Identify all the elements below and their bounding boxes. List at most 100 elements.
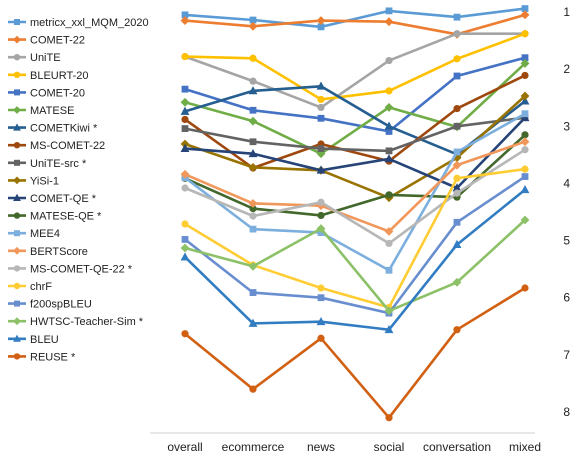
data-point-hwtsc-teacher-sim-conversation [452,277,462,287]
series-line-ms-comet-qe-22 [184,148,526,245]
y-tick-label-3: 3 [563,119,570,133]
legend-label: MEE4 [30,228,60,240]
data-point-bleurt-20-social [385,87,393,95]
data-point-reuse-social [385,414,393,422]
series-metricx-xxl-mqm-2020 [181,5,529,31]
legend-label: BLEU [30,334,59,346]
data-point-bleu-mixed [520,184,530,194]
data-point-hwtsc-teacher-sim-mixed [520,215,530,225]
legend-swatch-marker [13,193,21,201]
data-point-matese-qe-social [385,191,393,199]
legend-item-comet-20: COMET-20 [8,87,85,99]
data-point-matese-ecommerce [248,116,258,126]
series-line-ms-comet-22 [184,74,526,170]
data-point-hwtsc-teacher-sim-ecommerce [248,261,258,271]
legend-item-comet-qe: COMET-QE * [8,193,97,205]
legend-swatch-marker [13,176,21,185]
data-point-unite-src-overall [181,125,189,132]
data-point-reuse-mixed [521,284,529,292]
legend-label: metricx_xxl_MQM_2020 [30,17,149,29]
series-line-reuse [184,286,526,420]
series-bleu [180,184,530,334]
series-line-comet-20 [184,56,526,133]
data-point-bleurt-20-mixed [521,30,529,38]
series-chrf [181,165,529,312]
data-point-bleurt-20-news [317,95,325,104]
y-tick-label-7: 7 [563,348,570,362]
series-line-bertscore [184,140,526,233]
legend-label: REUSE * [30,351,76,363]
series-cometkiwi [180,81,530,158]
data-point-comet-22-ecommerce [248,21,258,31]
data-point-ms-comet-22-mixed [521,71,529,80]
data-point-bleurt-20-ecommerce [249,54,257,62]
y-tick-label-4: 4 [563,176,570,190]
data-point-cometkiwi-overall [180,106,190,115]
series-line-unite-src [184,116,526,153]
data-point-unite-conversation [453,30,461,38]
data-point-metricx-xxl-mqm-2020-ecommerce [249,16,257,24]
series-ms-comet-22 [181,71,529,172]
data-point-f200spbleu-conversation [453,218,461,226]
data-point-mee4-mixed [521,110,529,118]
legend-item-ms-comet-22: MS-COMET-22 [8,140,105,152]
data-point-unite-src-ecommerce [249,138,257,146]
data-point-cometkiwi-ecommerce [248,86,258,95]
data-point-chrf-news [317,284,325,292]
data-point-matese-overall [180,97,190,107]
series-hwtsc-teacher-sim [180,215,530,316]
series-line-mee4 [184,112,526,272]
data-point-reuse-overall [181,330,189,338]
data-point-f200spbleu-ecommerce [249,289,257,296]
y-tick-label-1: 1 [563,5,570,19]
data-point-ms-comet-qe-22-conversation [453,189,461,197]
series-line-f200spbleu [184,175,526,315]
data-point-ms-comet-qe-22-social [385,239,393,248]
legend-label: COMETKiwi * [30,123,98,135]
data-point-reuse-news [317,334,325,342]
legend-label: MS-COMET-22 [30,140,105,152]
data-point-bleurt-20-conversation [453,55,461,63]
legend-label: MATESE [30,105,74,117]
data-point-cometkiwi-social [384,121,394,130]
series-ms-comet-qe-22 [181,146,529,248]
data-point-comet-22-social [384,17,394,27]
x-tick-label-conversation: conversation [423,440,491,454]
legend-label: HWTSC-Teacher-Sim * [30,316,144,328]
legend-item-hwtsc-teacher-sim: HWTSC-Teacher-Sim * [8,316,144,328]
data-point-unite-src-social [385,147,393,155]
data-point-hwtsc-teacher-sim-overall [180,243,190,253]
data-point-matese-mixed [520,59,530,68]
data-point-cometkiwi-news [316,81,326,90]
data-point-metricx-xxl-mqm-2020-overall [181,11,189,19]
data-point-yisi-1-ecommerce [248,163,258,172]
y-tick-label-5: 5 [563,234,570,248]
data-point-bertscore-social [384,227,394,236]
data-point-comet-qe-news [316,165,326,174]
legend-label: YiSi-1 [30,175,59,187]
legend-swatch-marker [13,35,21,44]
legend-swatch-marker [13,212,21,219]
data-point-cometkiwi-mixed [520,96,530,105]
data-point-bleu-overall [180,252,190,261]
data-point-bleurt-20-overall [181,52,189,61]
legend-label: COMET-20 [30,87,85,99]
legend-item-ms-comet-qe-22: MS-COMET-QE-22 * [8,263,133,275]
legend-item-unite: UniTE [8,52,61,64]
data-point-bleu-social [384,324,394,334]
data-point-metricx-xxl-mqm-2020-social [385,7,393,15]
legend-label: COMET-QE * [30,193,97,205]
series-line-unite [184,32,525,109]
data-point-metricx-xxl-mqm-2020-mixed [521,5,529,12]
data-point-ms-comet-qe-22-ecommerce [249,212,257,220]
data-point-bertscore-ecommerce [248,199,258,208]
data-point-comet-22-mixed [520,10,530,20]
data-point-ms-comet-22-conversation [453,104,461,113]
y-tick-label-2: 2 [563,62,570,76]
legend-swatch-marker [13,246,21,255]
data-point-matese-qe-news [317,211,325,220]
data-point-unite-src-conversation [453,122,461,130]
data-point-ms-comet-qe-22-mixed [521,146,529,154]
data-point-comet-20-ecommerce [249,106,257,114]
